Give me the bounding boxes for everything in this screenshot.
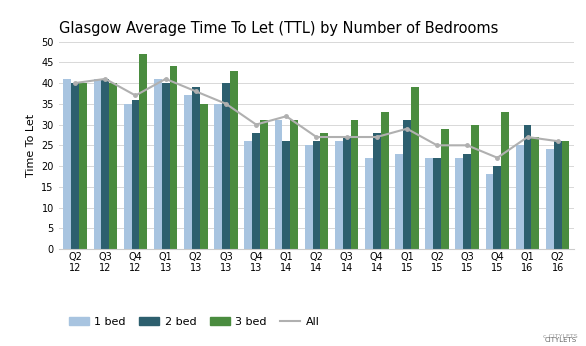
Y-axis label: Time To Let: Time To Let [26,114,36,177]
Bar [252,133,260,249]
Bar [63,79,71,249]
Bar [192,87,200,249]
Bar [486,174,493,249]
Bar [532,137,539,249]
Bar [464,154,471,249]
Bar [274,120,282,249]
Bar [433,158,441,249]
Text: Glasgow Average Time To Let (TTL) by Number of Bedrooms: Glasgow Average Time To Let (TTL) by Num… [59,21,498,36]
Bar [124,104,132,249]
Legend: 1 bed, 2 bed, 3 bed, All: 1 bed, 2 bed, 3 bed, All [64,313,324,332]
Bar [343,137,350,249]
Bar [350,120,359,249]
Text: c CITYLETS: c CITYLETS [543,334,577,339]
Bar [554,141,561,249]
Bar [244,141,252,249]
Bar [230,71,238,249]
Bar [290,120,298,249]
Bar [94,79,101,249]
Bar [524,125,532,249]
Bar [471,125,479,249]
Bar [493,166,501,249]
Bar [395,154,403,249]
Bar [214,104,222,249]
Bar [132,100,139,249]
Bar [312,141,321,249]
Bar [154,79,162,249]
Bar [305,145,312,249]
Bar [101,79,109,249]
Bar [455,158,464,249]
Bar [561,141,570,249]
Bar [411,87,418,249]
Bar [200,104,207,249]
Bar [260,120,268,249]
Bar [381,112,389,249]
Bar [373,133,381,249]
Bar [441,129,449,249]
Bar [79,83,87,249]
Bar [162,83,169,249]
Bar [282,141,290,249]
Bar [425,158,433,249]
Bar [184,95,192,249]
Bar [71,83,79,249]
Text: CITYLETS: CITYLETS [545,337,577,343]
Bar [403,120,411,249]
Bar [109,83,117,249]
Bar [335,141,343,249]
Bar [169,66,178,249]
Bar [501,112,509,249]
Bar [546,149,554,249]
Bar [365,158,373,249]
Bar [516,145,524,249]
Bar [222,83,230,249]
Bar [321,133,328,249]
Bar [139,54,147,249]
